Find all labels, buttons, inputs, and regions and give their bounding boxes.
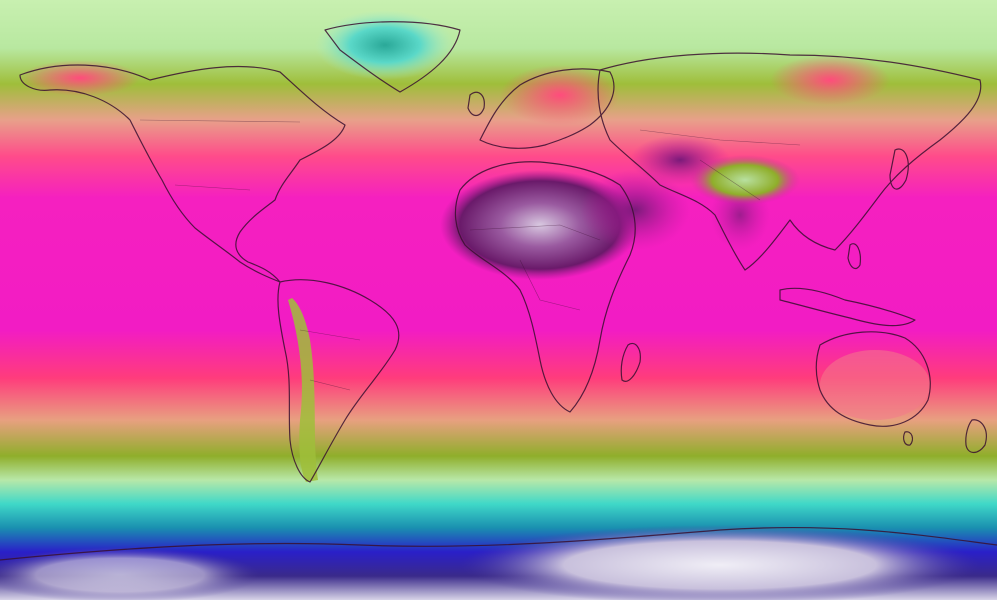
- north-america-outline: [19, 64, 346, 283]
- alaska-warm-patch: [20, 60, 140, 96]
- greenland-ice: [315, 10, 455, 80]
- border-us-canada: [139, 119, 301, 123]
- uk-outline: [467, 91, 485, 117]
- borders: [139, 119, 801, 391]
- coastlines: [0, 21, 997, 561]
- antarctica-ice-west: [0, 547, 260, 600]
- antarctica-outline: [0, 526, 997, 561]
- indonesia-outline: [779, 287, 916, 327]
- philippines-outline: [847, 243, 861, 270]
- antarctica-ice: [460, 525, 980, 600]
- japan-outline: [889, 148, 909, 190]
- south-america-outline: [277, 279, 400, 483]
- tasmania-outline: [903, 431, 914, 446]
- border-asia-2: [699, 159, 761, 201]
- australia-warm: [820, 350, 930, 420]
- greenland-outline: [324, 21, 461, 93]
- border-us-mexico: [174, 184, 251, 191]
- andes-cool-strip: [288, 298, 318, 482]
- asia-outline: [597, 52, 982, 271]
- border-africa-2: [519, 259, 581, 311]
- madagascar-outline: [620, 342, 641, 382]
- africa-outline: [454, 161, 636, 413]
- border-sa-1: [299, 329, 361, 341]
- europe-warm-patch: [500, 65, 620, 125]
- new-zealand-outline: [965, 419, 987, 454]
- border-africa-1: [469, 224, 601, 241]
- border-sa-2: [309, 379, 351, 391]
- siberia-warm-patch: [770, 55, 890, 105]
- tibet-plateau: [690, 155, 800, 205]
- arabia-hotspot: [580, 170, 690, 250]
- europe-outline: [479, 68, 615, 149]
- border-asia-1: [639, 129, 801, 146]
- australia-outline: [815, 331, 931, 427]
